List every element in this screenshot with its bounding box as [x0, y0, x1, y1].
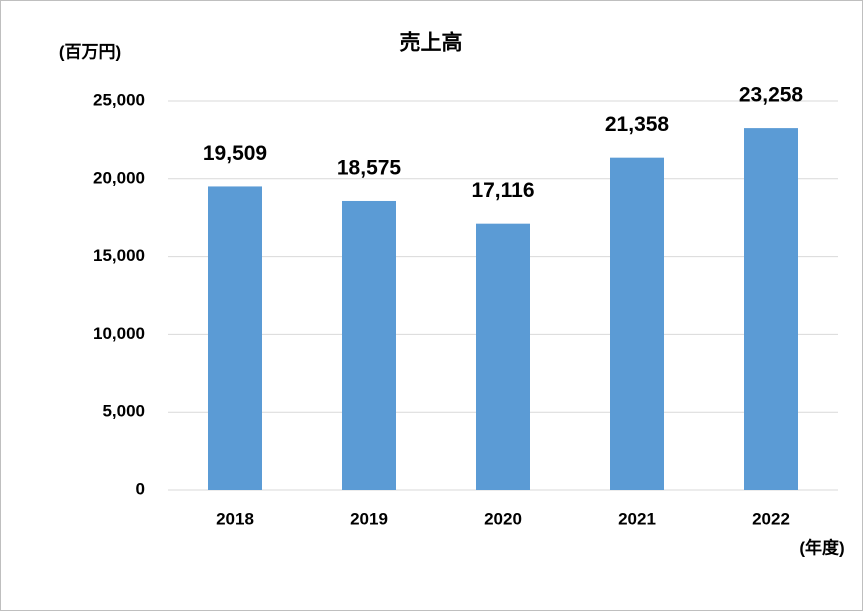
value-label: 19,509	[203, 142, 267, 165]
bar	[476, 223, 530, 490]
y-tick-label: 15,000	[93, 246, 145, 265]
y-axis-label: (百万円)	[59, 42, 121, 61]
x-tick-label: 2021	[618, 509, 656, 528]
x-tick-label: 2022	[752, 509, 790, 528]
x-axis-label: (年度)	[799, 537, 844, 557]
y-tick-label: 10,000	[93, 324, 145, 343]
y-tick-label: 5,000	[102, 402, 145, 421]
y-tick-label: 20,000	[93, 168, 145, 187]
y-tick-label: 0	[136, 479, 145, 498]
bar	[610, 157, 664, 490]
chart-title: 売上高	[400, 31, 463, 55]
value-label: 21,358	[605, 113, 670, 136]
value-label: 17,116	[471, 179, 534, 202]
x-tick-label: 2019	[350, 509, 388, 528]
x-tick-label: 2018	[216, 509, 254, 528]
value-label: 18,575	[337, 157, 402, 180]
value-label: 23,258	[739, 84, 804, 107]
y-tick-label: 25,000	[93, 90, 145, 109]
x-tick-label: 2020	[484, 509, 522, 528]
bar	[208, 186, 262, 491]
bar	[342, 200, 396, 490]
bar	[744, 128, 798, 490]
